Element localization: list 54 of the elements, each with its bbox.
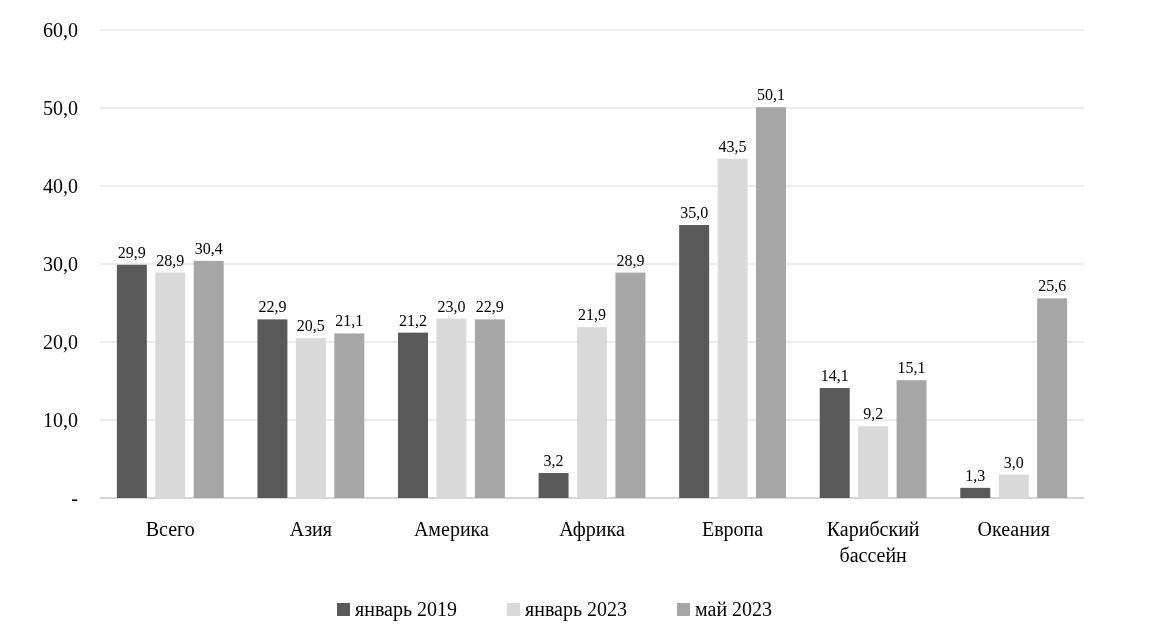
y-tick-label: 10,0 xyxy=(43,409,78,431)
data-label: 15,1 xyxy=(897,359,926,377)
x-tick-label: Европа xyxy=(701,518,764,541)
bar xyxy=(960,487,991,498)
data-label: 3,0 xyxy=(1003,453,1024,471)
x-tick-label: Всего xyxy=(145,518,195,540)
y-tick-label: 20,0 xyxy=(43,331,78,353)
data-label: 28,9 xyxy=(616,251,645,269)
data-label: 9,2 xyxy=(863,405,884,423)
y-tick-label: 50,0 xyxy=(43,97,78,119)
bar xyxy=(538,473,569,498)
bar xyxy=(819,388,850,498)
data-label: 22,9 xyxy=(475,298,504,316)
data-label: 30,4 xyxy=(194,239,223,257)
x-tick-label: Азия xyxy=(289,518,332,540)
x-tick-label: Океания xyxy=(977,518,1050,540)
y-tick-label: 40,0 xyxy=(43,175,78,197)
x-tick-label: Карибский бассейн xyxy=(826,518,920,566)
data-label: 21,2 xyxy=(399,311,427,329)
data-label: 35,0 xyxy=(680,204,709,221)
data-label: 29,9 xyxy=(117,243,146,261)
bar xyxy=(116,264,147,498)
bar xyxy=(334,333,365,498)
bar xyxy=(193,260,224,498)
legend-label: май 2023 xyxy=(695,598,773,620)
legend-label: январь 2019 xyxy=(355,598,458,621)
bar xyxy=(474,319,505,498)
y-tick-label: 60,0 xyxy=(43,19,78,41)
bar xyxy=(756,107,786,498)
x-tick-label: Африка xyxy=(559,518,625,541)
data-label: 22,9 xyxy=(258,298,287,316)
bar xyxy=(257,319,288,498)
y-tick-label: - xyxy=(71,487,78,509)
bar xyxy=(615,272,646,498)
bar xyxy=(679,225,710,498)
legend-label: январь 2023 xyxy=(525,598,628,621)
bar xyxy=(1037,298,1068,498)
data-label: 20,5 xyxy=(296,317,325,335)
bar xyxy=(896,380,927,498)
data-label: 23,0 xyxy=(437,297,466,315)
bar xyxy=(398,332,428,498)
data-label: 21,1 xyxy=(335,312,364,330)
data-label: 1,3 xyxy=(965,466,986,484)
data-label: 3,2 xyxy=(543,452,564,470)
bar xyxy=(858,426,889,498)
data-label: 43,5 xyxy=(718,137,747,155)
data-label: 50,1 xyxy=(757,86,785,104)
data-label: 25,6 xyxy=(1038,277,1067,295)
bar xyxy=(998,474,1029,498)
data-label: 28,9 xyxy=(156,251,185,269)
x-tick-label: Америка xyxy=(413,518,490,541)
data-label: 21,9 xyxy=(578,306,606,324)
y-tick-label: 30,0 xyxy=(43,253,78,275)
data-label: 14,1 xyxy=(820,367,849,385)
